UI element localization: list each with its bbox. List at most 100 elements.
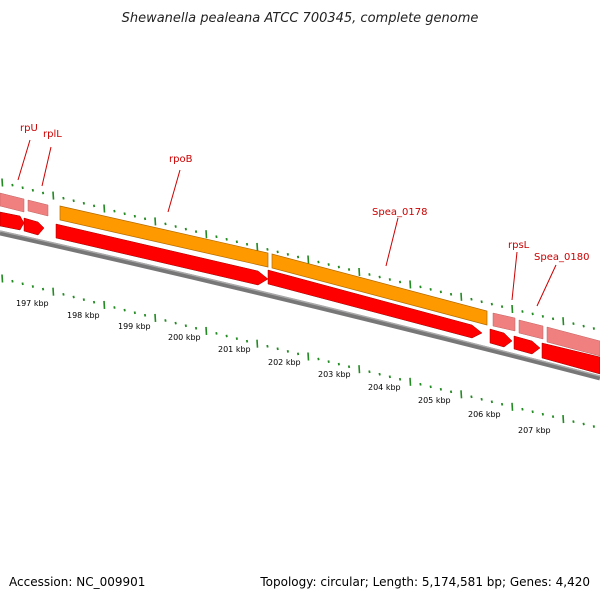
gene-label-spea-0178: Spea_0178: [372, 207, 427, 218]
major-tick: [205, 326, 208, 335]
minor-tick: [113, 209, 116, 213]
kbp-label: 205 kbp: [418, 396, 451, 405]
minor-tick: [572, 420, 575, 423]
cds-arrow-rpoB[interactable]: [55, 223, 269, 286]
minor-tick: [337, 362, 340, 366]
minor-tick: [194, 326, 198, 330]
minor-tick: [11, 183, 14, 187]
minor-tick: [225, 237, 228, 241]
minor-tick: [592, 425, 595, 428]
cds-arrow-spea-0178[interactable]: [267, 269, 483, 339]
minor-tick: [174, 321, 177, 325]
leader-rpoB: [167, 169, 181, 213]
minor-tick: [378, 275, 381, 279]
minor-tick: [582, 324, 585, 328]
major-tick: [358, 365, 361, 374]
feature-rpoB-gene[interactable]: [59, 205, 269, 268]
leader-rplL: [41, 146, 52, 187]
kbp-label: 204 kbp: [368, 383, 401, 392]
minor-tick: [419, 285, 422, 289]
minor-tick: [551, 317, 555, 321]
inner-tick-row: [1, 274, 595, 428]
cds-arrow-1[interactable]: [0, 211, 25, 231]
major-tick: [52, 287, 55, 296]
kbp-label: 206 kbp: [468, 410, 501, 419]
feature-spea-0178-gene[interactable]: [271, 253, 488, 326]
feature-light-2[interactable]: [518, 319, 544, 340]
minor-tick: [123, 212, 126, 216]
feature-spea-0180-light[interactable]: [546, 326, 600, 357]
major-tick: [154, 217, 157, 226]
minor-tick: [327, 360, 330, 363]
kbp-label: 199 kbp: [118, 322, 151, 331]
minor-tick: [11, 279, 14, 283]
minor-tick: [398, 377, 402, 381]
minor-tick: [164, 319, 167, 322]
major-tick: [103, 204, 106, 213]
kbp-label: 207 kbp: [518, 426, 551, 435]
minor-tick: [317, 260, 320, 264]
minor-tick: [123, 308, 126, 312]
major-tick: [358, 267, 361, 277]
major-tick: [1, 274, 4, 283]
gene-label-rpsL: rpsL: [508, 240, 530, 251]
feature-rpU-light[interactable]: [0, 192, 25, 213]
minor-tick: [470, 297, 473, 301]
minor-tick: [439, 387, 442, 391]
minor-tick: [62, 293, 65, 296]
minor-tick: [82, 298, 85, 301]
minor-tick: [133, 214, 136, 218]
minor-tick: [41, 191, 45, 195]
leader-spea-0178: [385, 217, 399, 267]
gene-label-rpU: rpU: [20, 123, 38, 134]
cds-arrow-rpsL[interactable]: [489, 328, 513, 348]
minor-tick: [317, 357, 320, 361]
minor-tick: [378, 372, 381, 376]
major-tick: [205, 230, 208, 239]
kbp-label: 198 kbp: [67, 311, 100, 320]
minor-tick: [521, 407, 524, 411]
minor-tick: [276, 347, 279, 351]
leader-spea-0180: [536, 264, 557, 307]
cds-arrow-5[interactable]: [513, 335, 541, 355]
minor-tick: [21, 186, 24, 190]
minor-tick: [174, 225, 177, 228]
minor-tick: [480, 397, 483, 401]
major-tick: [256, 339, 259, 348]
minor-tick: [347, 268, 351, 271]
major-tick: [409, 377, 412, 386]
minor-tick: [551, 415, 555, 418]
minor-tick: [388, 375, 391, 379]
feature-rpsL-light[interactable]: [492, 312, 516, 332]
map-title: Shewanella pealeana ATCC 700345, complet…: [122, 11, 479, 26]
gene-label-rplL: rplL: [43, 129, 62, 140]
minor-tick: [429, 288, 432, 291]
major-tick: [409, 280, 412, 289]
minor-tick: [266, 248, 269, 251]
minor-tick: [500, 305, 504, 308]
minor-tick: [521, 310, 524, 313]
minor-tick: [592, 327, 595, 330]
minor-tick: [368, 370, 371, 374]
major-tick: [562, 317, 565, 326]
minor-tick: [41, 287, 45, 291]
cds-arrow-2[interactable]: [23, 217, 45, 236]
minor-tick: [296, 255, 300, 259]
minor-tick: [337, 265, 340, 269]
minor-tick: [72, 199, 75, 203]
minor-tick: [296, 352, 300, 356]
minor-tick: [62, 196, 65, 200]
minor-tick: [490, 400, 493, 404]
minor-tick: [143, 313, 147, 317]
cds-arrow-spea-0180[interactable]: [541, 342, 600, 375]
minor-tick: [276, 250, 279, 254]
minor-tick: [398, 280, 402, 284]
minor-tick: [327, 263, 330, 266]
major-tick: [256, 242, 259, 251]
kbp-label: 203 kbp: [318, 370, 351, 379]
minor-tick: [449, 292, 453, 296]
minor-tick: [82, 201, 85, 205]
minor-tick: [92, 204, 96, 208]
genome-summary-text: Topology: circular; Length: 5,174,581 bp…: [259, 575, 590, 589]
feature-rplL-light[interactable]: [27, 199, 49, 217]
